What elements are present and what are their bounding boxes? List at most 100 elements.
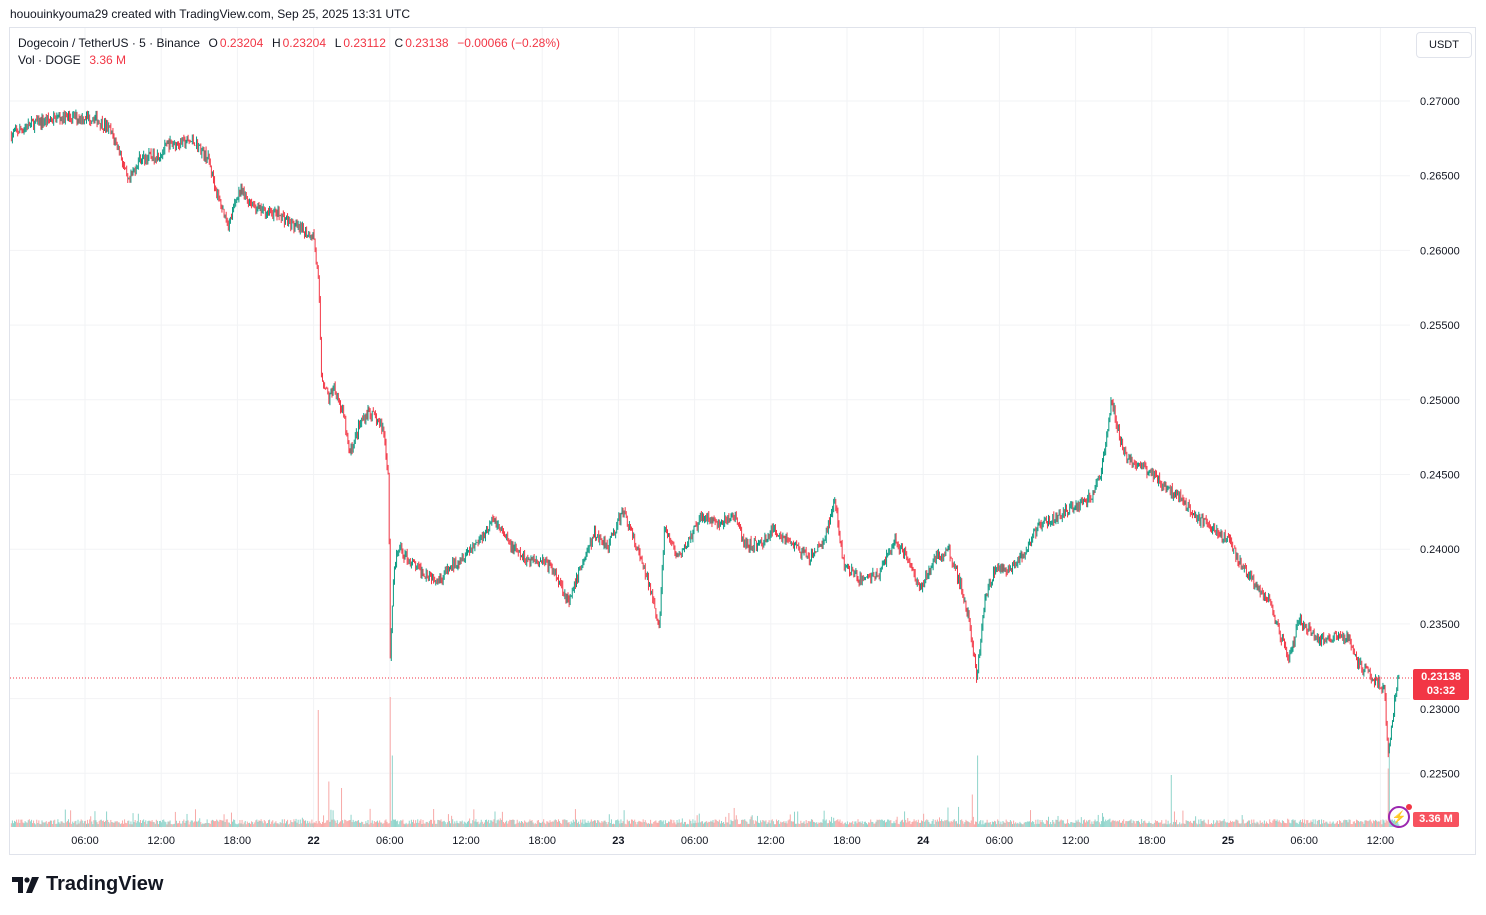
volume-bar <box>280 822 282 827</box>
volume-bar <box>211 819 213 827</box>
volume-bar <box>860 822 862 827</box>
volume-bar <box>219 819 221 827</box>
volume-bar <box>1303 822 1305 827</box>
volume-bar <box>1204 822 1206 827</box>
volume-bar <box>1147 822 1149 827</box>
volume-bar <box>819 822 821 827</box>
volume-bar <box>492 821 494 827</box>
volume-bar <box>18 819 20 827</box>
volume-bar <box>389 697 391 827</box>
volume-bar <box>190 820 192 827</box>
volume-bar <box>439 820 441 827</box>
volume-bar <box>1375 819 1377 827</box>
volume-legend-label[interactable]: Vol · DOGE <box>18 53 81 67</box>
volume-bar <box>859 821 861 827</box>
volume-bar <box>227 822 229 827</box>
volume-bar <box>471 823 473 827</box>
volume-bar <box>788 819 790 827</box>
volume-bar <box>854 821 856 827</box>
volume-bar <box>767 822 769 827</box>
volume-bar <box>55 823 57 827</box>
volume-bar <box>665 823 667 827</box>
volume-bar <box>1009 820 1011 827</box>
volume-bar <box>478 824 480 827</box>
tradingview-logo[interactable]: TradingView <box>12 873 163 896</box>
volume-bar <box>1230 820 1232 827</box>
volume-bar <box>548 822 550 827</box>
volume-bar <box>368 824 370 827</box>
volume-bar <box>1008 822 1010 827</box>
volume-bar <box>62 822 64 827</box>
volume-bar <box>567 822 569 827</box>
volume-bar <box>810 819 812 827</box>
volume-bar <box>777 821 779 827</box>
currency-button[interactable]: USDT <box>1416 32 1472 58</box>
volume-bar <box>683 821 685 827</box>
volume-bar <box>72 821 74 827</box>
volume-bar <box>405 822 407 827</box>
volume-bar <box>160 820 162 827</box>
volume-bar <box>677 822 679 827</box>
volume-bar <box>1240 823 1242 827</box>
volume-bar <box>1357 820 1359 827</box>
volume-bar <box>865 823 867 827</box>
volume-bar <box>754 820 756 827</box>
volume-bar <box>912 821 914 827</box>
volume-bar <box>1268 823 1270 827</box>
volume-bar <box>1251 819 1253 827</box>
volume-bar <box>654 821 656 827</box>
volume-bar <box>1272 820 1274 827</box>
volume-bar <box>816 822 818 827</box>
volume-bar <box>940 821 942 827</box>
volume-bar <box>119 823 121 827</box>
volume-bar <box>1068 823 1070 827</box>
volume-bar <box>1207 819 1209 827</box>
volume-bar <box>597 820 599 827</box>
volume-bar <box>652 823 654 827</box>
volume-bar <box>831 816 833 827</box>
volume-bar <box>574 809 576 827</box>
volume-bar <box>870 819 872 827</box>
volume-bar <box>494 811 496 827</box>
volume-bar <box>1190 822 1192 827</box>
volume-bar <box>584 819 586 827</box>
volume-bar <box>224 822 226 827</box>
volume-bar <box>1343 820 1345 827</box>
volume-bar <box>1262 823 1264 827</box>
volume-bar <box>796 823 798 827</box>
volume-bar <box>1326 821 1328 827</box>
volume-bar <box>226 819 228 827</box>
volume-bar <box>593 820 595 827</box>
volume-bar <box>753 823 755 827</box>
volume-bar <box>179 820 181 827</box>
volume-bar <box>1274 819 1276 827</box>
volume-bar <box>1021 824 1023 827</box>
symbol-title[interactable]: Dogecoin / TetherUS · 5 · Binance <box>18 36 200 50</box>
volume-bar <box>974 821 976 827</box>
volume-bar <box>1213 820 1215 827</box>
volume-bar <box>899 821 901 827</box>
volume-bar <box>416 822 418 827</box>
volume-bar <box>186 813 188 827</box>
lightning-icon[interactable]: ⚡ <box>1388 804 1412 828</box>
volume-bar <box>1127 821 1129 827</box>
volume-bar <box>575 819 577 827</box>
volume-bar <box>637 821 639 827</box>
volume-bar <box>415 820 417 827</box>
volume-bar <box>366 823 368 827</box>
volume-bar <box>736 819 738 827</box>
volume-bar <box>725 816 727 827</box>
volume-bar <box>1026 821 1028 827</box>
volume-bar <box>197 821 199 827</box>
tradingview-logo-icon <box>12 876 39 893</box>
volume-bar <box>1048 816 1050 827</box>
volume-bar <box>1035 819 1037 827</box>
volume-bar <box>823 810 825 827</box>
volume-bar <box>758 822 760 827</box>
volume-bar <box>588 822 590 827</box>
volume-bar <box>256 819 258 827</box>
volume-bar <box>1023 822 1025 827</box>
volume-bar <box>1384 822 1386 827</box>
volume-bar <box>206 819 208 827</box>
